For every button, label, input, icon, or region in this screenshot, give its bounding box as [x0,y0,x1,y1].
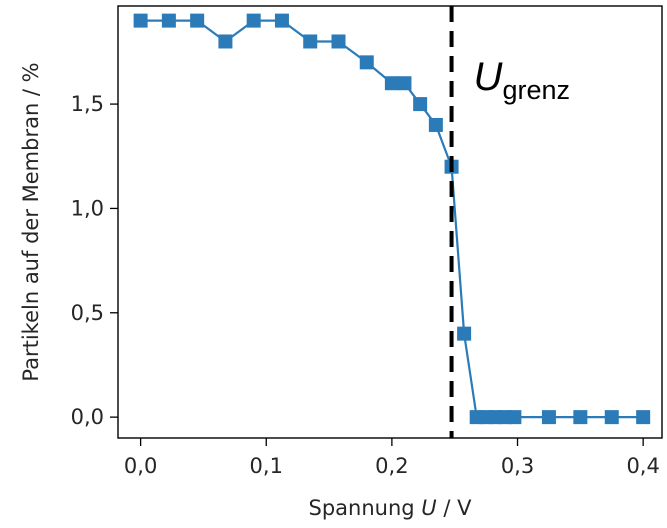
data-point-marker [274,13,289,28]
data-point-marker [331,34,346,49]
x-tick-label: 0,2 [375,454,408,478]
data-point-marker [604,410,619,425]
y-axis-ticks: 0,0 0,5 1,0 1,5 [71,92,118,429]
x-tick-label: 0,0 [124,454,157,478]
data-point-marker [384,76,399,91]
x-axis-label-variable: U [421,496,436,520]
data-point-marker [303,34,318,49]
y-tick-label: 1,5 [71,92,104,116]
data-point-marker [428,117,443,132]
data-point-marker [397,76,412,91]
data-point-marker [413,97,428,112]
y-tick-label: 0,0 [71,405,104,429]
threshold-annotation-subscript: grenz [502,75,570,105]
axes-frame [117,5,663,439]
data-point-marker [218,34,233,49]
data-point-marker [359,55,374,70]
data-point-marker [541,410,556,425]
data-point-marker [573,410,588,425]
y-tick-label: 0,5 [71,301,104,325]
data-point-marker [190,13,205,28]
series-layer [133,13,651,425]
x-axis-label: Spannung U / V [309,496,473,520]
data-point-marker [161,13,176,28]
x-axis-ticks: 0,0 0,1 0,2 0,3 0,4 [124,438,660,478]
data-point-marker [507,410,522,425]
x-axis-label-suffix: / V [437,496,472,520]
x-tick-label: 0,4 [626,454,659,478]
x-tick-label: 0,3 [501,454,534,478]
threshold-annotation-symbol: U [474,55,504,99]
data-point-marker [636,410,651,425]
y-axis-label: Partikeln auf der Membran / % [19,62,43,381]
data-point-marker [133,13,148,28]
plot-border [117,5,663,439]
y-tick-label: 1,0 [71,196,104,220]
threshold-annotation: Ugrenz [474,55,570,105]
x-tick-label: 0,1 [250,454,283,478]
x-axis-label-prefix: Spannung [309,496,422,520]
data-point-marker [246,13,261,28]
data-point-marker [457,326,472,341]
